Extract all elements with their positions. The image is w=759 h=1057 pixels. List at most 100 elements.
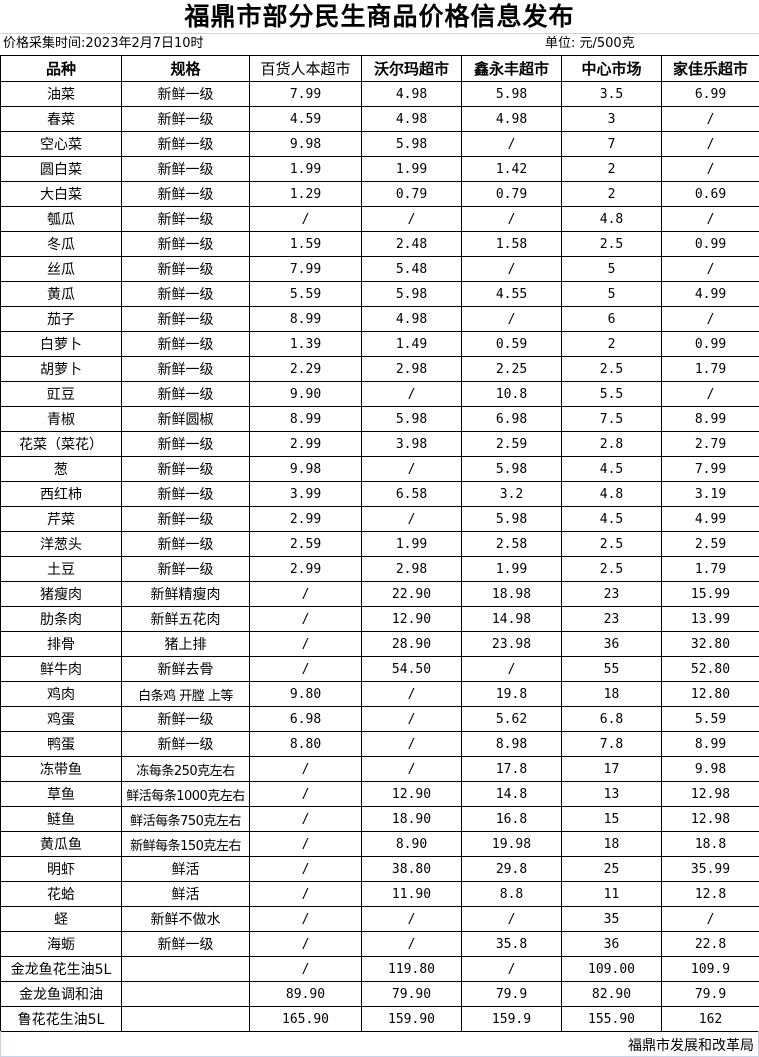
header-store-xinyongfeng: 鑫永丰超市: [461, 55, 562, 82]
price-xinyongfeng-cell: 14.98: [461, 606, 562, 632]
footer: 福鼎市发展和改革局: [0, 1031, 759, 1057]
product-cell: 空心菜: [0, 131, 122, 157]
price-central-market-cell: 7.8: [561, 731, 662, 757]
price-walmart-cell: 2.98: [361, 556, 462, 582]
price-xinyongfeng-cell: 19.8: [461, 681, 562, 707]
price-table: 品种 规格 百货人本超市 沃尔玛超市 鑫永丰超市 中心市场 家佳乐超市 油菜 新鲜…: [0, 55, 759, 1032]
price-central-market-cell: 2.5: [561, 356, 662, 382]
spec-cell: 新鲜圆椒: [121, 406, 250, 432]
price-jiajiale-cell: /: [661, 131, 759, 157]
price-xinyongfeng-cell: /: [461, 956, 562, 982]
product-cell: 豇豆: [0, 381, 122, 407]
product-cell: 芹菜: [0, 506, 122, 532]
product-cell: 海蛎: [0, 931, 122, 957]
table-row: 花蛤 鲜活/11.90 8.8 11 12.8: [0, 881, 759, 907]
price-jiajiale-cell: 0.99: [661, 231, 759, 257]
price-jiajiale-cell: 8.99: [661, 406, 759, 432]
spec-cell: 新鲜一级: [121, 706, 250, 732]
price-jiajiale-cell: 13.99: [661, 606, 759, 632]
product-cell: 茄子: [0, 306, 122, 332]
price-walmart-cell: 1.49: [361, 331, 462, 357]
price-central-market-cell: 109.00: [561, 956, 662, 982]
spec-cell: 白条鸡 开膛 上等: [121, 681, 250, 707]
table-row: 青椒 新鲜圆椒 8.99 5.98 6.98 7.5 8.99: [0, 406, 759, 432]
product-cell: 鸡蛋: [0, 706, 122, 732]
spec-cell: 新鲜一级: [121, 556, 250, 582]
price-jiajiale-cell: 79.9: [661, 981, 759, 1007]
price-xinyongfeng-cell: /: [461, 131, 562, 157]
table-row: 西红柿 新鲜一级 3.99 6.58 3.2 4.8 3.19: [0, 481, 759, 507]
price-walmart-cell: 38.80: [361, 856, 462, 882]
price-central-market-cell: 18: [561, 681, 662, 707]
price-xinyongfeng-cell: 14.8: [461, 781, 562, 807]
price-jiajiale-cell: 9.98: [661, 756, 759, 782]
table-row: 豇豆 新鲜一级 9.90/10.8 5.5/: [0, 381, 759, 407]
product-cell: 鲜牛肉: [0, 656, 122, 682]
price-renben-cell: 2.99: [249, 556, 362, 582]
price-walmart-cell: 1.99: [361, 531, 462, 557]
price-central-market-cell: 23: [561, 606, 662, 632]
price-jiajiale-cell: 5.59: [661, 706, 759, 732]
price-renben-cell: 2.99: [249, 431, 362, 457]
product-cell: 土豆: [0, 556, 122, 582]
spec-cell: 新鲜不做水: [121, 906, 250, 932]
spec-cell: 新鲜一级: [121, 81, 250, 107]
product-cell: 春菜: [0, 106, 122, 132]
price-central-market-cell: 5: [561, 256, 662, 282]
product-cell: 葱: [0, 456, 122, 482]
price-walmart-cell: 28.90: [361, 631, 462, 657]
price-xinyongfeng-cell: 19.98: [461, 831, 562, 857]
product-cell: 瓠瓜: [0, 206, 122, 232]
spec-cell: 新鲜一级: [121, 431, 250, 457]
table-row: 黄瓜鱼 新鲜每条150克左右/8.90 19.98 18 18.8: [0, 831, 759, 857]
spec-cell: 新鲜一级: [121, 256, 250, 282]
spec-cell: 新鲜一级: [121, 381, 250, 407]
price-xinyongfeng-cell: /: [461, 256, 562, 282]
spec-cell: 新鲜一级: [121, 331, 250, 357]
spec-cell: [121, 956, 250, 982]
price-central-market-cell: 25: [561, 856, 662, 882]
price-central-market-cell: 82.90: [561, 981, 662, 1007]
price-walmart-cell: /: [361, 456, 462, 482]
price-walmart-cell: 2.98: [361, 356, 462, 382]
price-jiajiale-cell: 52.80: [661, 656, 759, 682]
table-row: 黄瓜 新鲜一级 5.59 5.98 4.55 5 4.99: [0, 281, 759, 307]
product-cell: 丝瓜: [0, 256, 122, 282]
price-central-market-cell: 55: [561, 656, 662, 682]
price-central-market-cell: 4.5: [561, 456, 662, 482]
price-xinyongfeng-cell: 5.98: [461, 81, 562, 107]
price-renben-cell: /: [249, 206, 362, 232]
spec-cell: 新鲜每条150克左右: [121, 831, 250, 857]
price-jiajiale-cell: 162: [661, 1006, 759, 1032]
price-xinyongfeng-cell: 79.9: [461, 981, 562, 1007]
price-central-market-cell: 17: [561, 756, 662, 782]
spec-cell: 新鲜五花肉: [121, 606, 250, 632]
product-cell: 花蛤: [0, 881, 122, 907]
price-renben-cell: 9.90: [249, 381, 362, 407]
price-central-market-cell: 2.5: [561, 531, 662, 557]
table-row: 草鱼 鲜活每条1000克左右/12.90 14.8 13 12.98: [0, 781, 759, 807]
price-jiajiale-cell: /: [661, 106, 759, 132]
price-walmart-cell: /: [361, 706, 462, 732]
spec-cell: 新鲜一级: [121, 356, 250, 382]
price-xinyongfeng-cell: 2.58: [461, 531, 562, 557]
table-row: 冻带鱼 冻每条250克左右 //17.8 17 9.98: [0, 756, 759, 782]
price-central-market-cell: 2.5: [561, 556, 662, 582]
price-xinyongfeng-cell: 159.9: [461, 1006, 562, 1032]
price-xinyongfeng-cell: 10.8: [461, 381, 562, 407]
header-store-central-market: 中心市场: [561, 55, 662, 82]
price-renben-cell: 6.98: [249, 706, 362, 732]
price-xinyongfeng-cell: 16.8: [461, 806, 562, 832]
product-cell: 鸭蛋: [0, 731, 122, 757]
price-xinyongfeng-cell: 6.98: [461, 406, 562, 432]
price-central-market-cell: 36: [561, 931, 662, 957]
price-central-market-cell: 155.90: [561, 1006, 662, 1032]
product-cell: 金龙鱼花生油5L: [0, 956, 122, 982]
price-jiajiale-cell: /: [661, 156, 759, 182]
price-xinyongfeng-cell: /: [461, 306, 562, 332]
spec-cell: 新鲜一级: [121, 206, 250, 232]
price-walmart-cell: 54.50: [361, 656, 462, 682]
price-jiajiale-cell: 7.99: [661, 456, 759, 482]
spec-cell: 鲜活每条1000克左右: [121, 781, 250, 807]
table-row: 鲁花花生油5L 165.90 159.90 159.9 155.90 162: [0, 1006, 759, 1032]
